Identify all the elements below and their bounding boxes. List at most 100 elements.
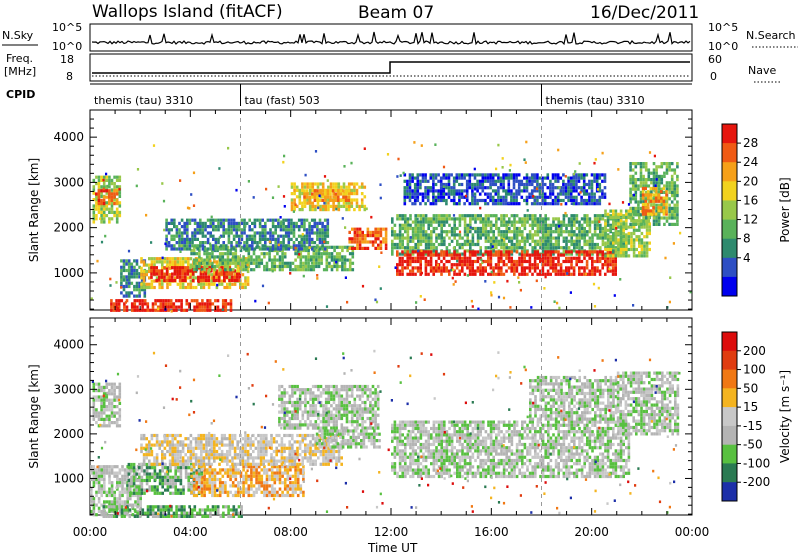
data-cell	[103, 421, 106, 424]
data-cell	[575, 257, 578, 260]
data-cell	[430, 202, 433, 205]
data-cell	[212, 219, 215, 222]
data-cell	[484, 186, 487, 189]
data-cell	[131, 266, 134, 269]
data-cell	[607, 229, 610, 232]
data-cell	[348, 237, 351, 240]
data-cell	[570, 214, 573, 217]
data-cell	[594, 250, 597, 253]
data-cell	[629, 178, 632, 181]
data-cell	[534, 254, 537, 257]
data-cell	[544, 224, 547, 227]
beam-title: Beam 07	[358, 3, 434, 23]
data-cell	[293, 189, 296, 192]
data-cell	[625, 210, 628, 213]
data-cell	[119, 395, 122, 398]
data-cell	[526, 177, 529, 180]
data-cell	[602, 243, 605, 246]
data-cell	[445, 250, 448, 253]
data-cell	[489, 183, 492, 186]
data-cell	[674, 191, 677, 194]
data-cell	[404, 266, 407, 269]
data-cell	[529, 263, 532, 266]
data-cell	[513, 196, 516, 199]
data-cell	[645, 168, 648, 171]
data-cell	[412, 230, 415, 233]
data-cell	[227, 268, 230, 271]
data-cell	[578, 202, 581, 205]
data-cell	[676, 178, 679, 181]
data-cell	[356, 198, 359, 201]
data-cell	[560, 199, 563, 202]
data-cell	[617, 254, 620, 257]
data-cell	[502, 186, 505, 189]
data-cell	[339, 259, 342, 262]
data-speckle	[161, 182, 163, 185]
data-cell	[227, 265, 230, 268]
data-cell	[427, 221, 430, 224]
data-cell	[490, 224, 493, 227]
data-cell	[209, 252, 212, 255]
data-cell	[212, 225, 215, 228]
data-cell	[361, 247, 364, 250]
data-cell	[103, 217, 106, 220]
data-cell	[544, 260, 547, 263]
data-cell	[596, 183, 599, 186]
data-cell	[615, 213, 618, 216]
data-cell	[111, 192, 114, 195]
data-speckle	[284, 205, 286, 208]
data-cell	[191, 299, 194, 302]
data-cell	[419, 180, 422, 183]
data-cell	[609, 229, 612, 232]
data-cell	[145, 270, 148, 273]
data-cell	[524, 246, 527, 249]
data-cell	[563, 217, 566, 220]
data-cell	[668, 184, 671, 187]
nave-label: Nave	[748, 64, 776, 77]
data-cell	[399, 233, 402, 236]
data-cell	[529, 224, 532, 227]
data-speckle	[265, 188, 267, 191]
data-cell	[155, 273, 158, 276]
data-speckle	[491, 271, 493, 274]
data-cell	[588, 254, 591, 257]
data-cell	[356, 192, 359, 195]
data-cell	[293, 235, 296, 238]
data-cell	[568, 250, 571, 253]
data-cell	[116, 405, 119, 408]
data-cell	[264, 238, 267, 241]
data-cell	[361, 202, 364, 205]
data-cell	[453, 273, 456, 276]
data-cell	[629, 191, 632, 194]
data-cell	[192, 273, 195, 276]
data-cell	[599, 173, 602, 176]
data-cell	[604, 248, 607, 251]
data-cell	[456, 217, 459, 220]
data-cell	[274, 225, 277, 228]
data-speckle	[622, 201, 624, 204]
data-cell	[642, 206, 645, 209]
data-cell	[596, 250, 599, 253]
data-cell	[529, 230, 532, 233]
data-cell	[179, 276, 182, 279]
data-cell	[487, 237, 490, 240]
data-cell	[515, 199, 518, 202]
data-cell	[333, 246, 336, 249]
data-cell	[258, 262, 261, 265]
data-cell	[471, 266, 474, 269]
data-cell	[427, 196, 430, 199]
data-cell	[111, 182, 114, 185]
data-cell	[576, 243, 579, 246]
data-cell	[461, 189, 464, 192]
data-cell	[98, 199, 101, 202]
data-cell	[635, 172, 638, 175]
data-cell	[583, 230, 586, 233]
data-cell	[591, 260, 594, 263]
data-cell	[521, 254, 524, 257]
data-cell	[156, 260, 159, 263]
data-cell	[123, 266, 126, 269]
data-cell	[417, 199, 420, 202]
data-cell	[518, 233, 521, 236]
data-cell	[290, 225, 293, 228]
data-cell	[531, 227, 534, 230]
